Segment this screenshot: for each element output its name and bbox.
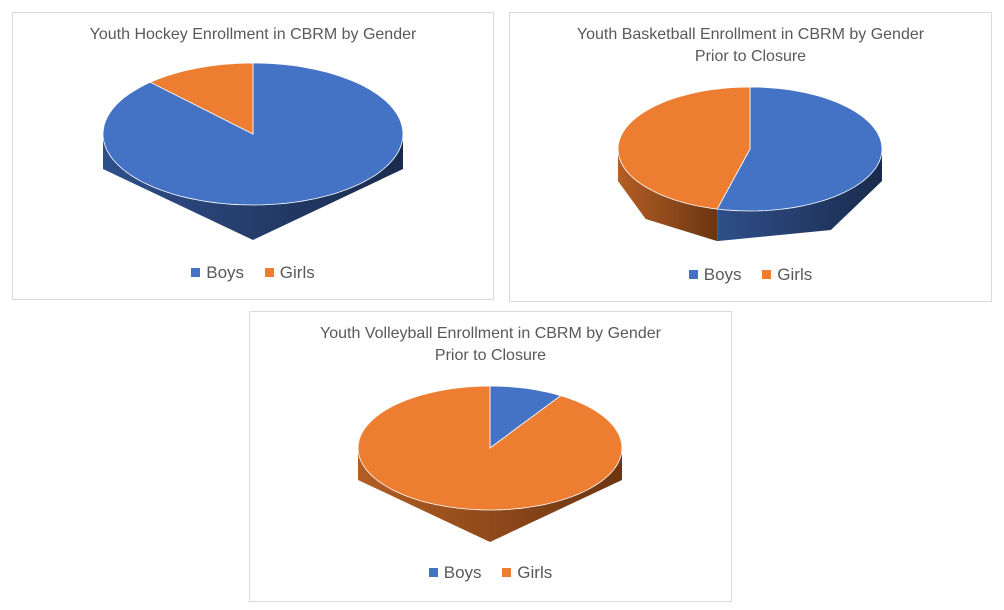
slice-girls [357,385,623,511]
legend-label: Girls [517,563,553,582]
boys-swatch [688,270,698,279]
slice-girls [617,86,751,210]
legend-item-girls: Girls [502,563,552,582]
slice-side-boys [103,134,403,240]
basketball-pie [617,86,883,242]
boys-swatch [428,568,438,577]
hockey-pie [102,62,404,240]
chart-title: Youth Hockey Enrollment in CBRM by Gende… [89,26,417,43]
basketball-chart-panel: Youth Basketball Enrollment in CBRM by G… [509,12,992,302]
slice-side-girls [358,448,622,542]
girls-swatch [502,568,512,577]
hockey-chart-panel: Youth Hockey Enrollment in CBRM by Gende… [12,12,494,300]
legend-label: Boys [703,265,742,284]
chart-title: Youth Basketball Enrollment in CBRM by G… [510,24,991,68]
legend: Boys Girls [13,263,493,283]
slice-boys [716,86,883,212]
slice-side-girls [618,149,718,242]
girls-swatch [762,270,772,279]
volleyball-pie [357,385,623,542]
title-line: Youth Volleyball Enrollment in CBRM by G… [320,325,661,342]
chart-title: Youth Volleyball Enrollment in CBRM by G… [250,323,731,367]
legend-item-boys: Boys [688,265,742,284]
legend-item-boys: Boys [428,563,482,582]
slice-boys [489,385,562,449]
legend: Boys Girls [510,265,991,285]
legend-item-girls: Girls [264,263,315,282]
legend-label: Girls [279,263,315,282]
girls-swatch [264,268,274,277]
title-line: Prior to Closure [434,347,547,364]
title-line: Prior to Closure [694,48,807,65]
boys-swatch [191,268,201,277]
legend-item-girls: Girls [762,265,812,284]
volleyball-chart-panel: Youth Volleyball Enrollment in CBRM by G… [249,311,732,602]
legend: Boys Girls [250,563,731,583]
slice-girls [149,62,254,135]
legend-label: Boys [443,563,482,582]
legend-label: Girls [777,265,813,284]
legend-label: Boys [206,263,245,282]
slice-side-boys [717,149,882,242]
legend-item-boys: Boys [191,263,244,282]
title-line: Youth Basketball Enrollment in CBRM by G… [576,26,925,43]
